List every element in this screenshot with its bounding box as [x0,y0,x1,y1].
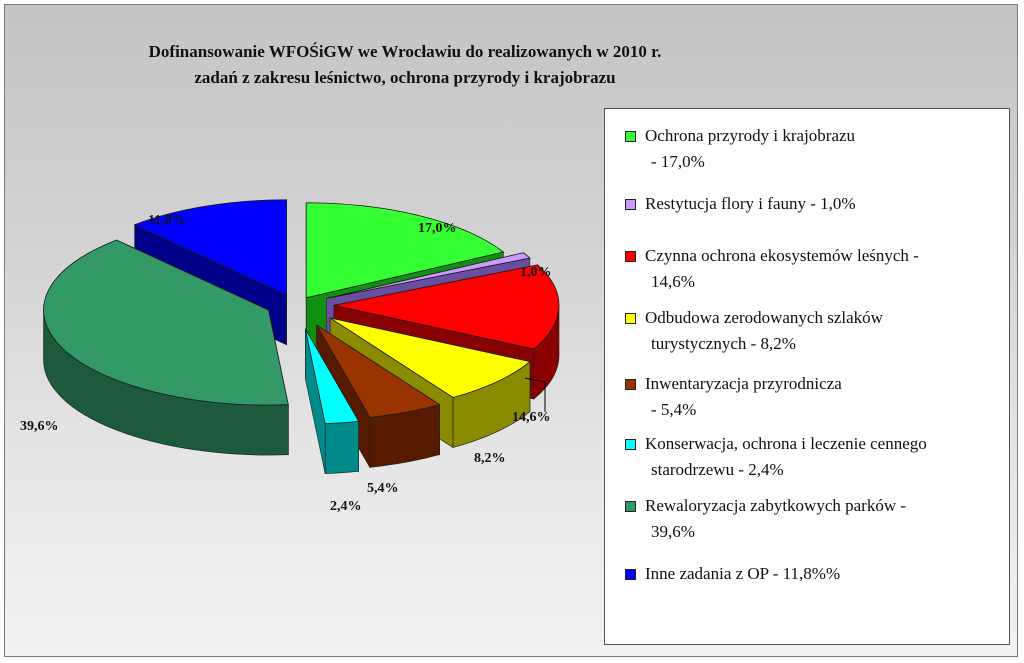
legend-label-line: starodrzewu - 2,4% [651,460,784,479]
pie-slice-rewaloryzacja-zabytkowych-parkow [43,239,289,406]
legend-label-line: Konserwacja, ochrona i leczenie cennego [645,434,927,453]
legend-label-line: turystycznych - 8,2% [651,334,796,353]
legend-label: Inne zadania z OP - 11,8%% [645,561,1001,587]
legend-swatch [625,313,636,324]
data-label: 1,0% [520,265,552,280]
legend-swatch [625,251,636,262]
legend-label-line: Ochrona przyrody i krajobrazu [645,126,856,145]
legend-label: Ochrona przyrody i krajobrazu - 17,0% [645,123,1001,175]
legend-label: Rewaloryzacja zabytkowych parków - 39,6% [645,493,1001,545]
pie-slice-odbudowa-zerodowanych-szlakow [329,317,531,398]
leader-line [524,377,546,412]
legend-swatch [625,379,636,390]
legend-swatch [625,501,636,512]
legend-label: Inwentaryzacja przyrodnicza - 5,4% [645,371,1001,423]
chart-title-line-2: zadań z zakresu leśnictwo, ochrona przyr… [194,68,616,87]
legend-label-line: Inwentaryzacja przyrodnicza [645,374,842,393]
legend-label: Konserwacja, ochrona i leczenie cennego s… [645,431,1001,483]
data-label: 8,2% [474,451,506,466]
data-label: 5,4% [367,481,399,496]
data-label: 2,4% [330,499,362,514]
pie-slice-konserwacja-ochrona-i-leczenie-cennego [305,328,360,425]
legend-swatch [625,131,636,142]
legend-label-line: Inne zadania z OP - 11,8%% [645,564,841,583]
legend-label-line: - 5,4% [651,400,697,419]
legend-label-line: 14,6% [651,272,695,291]
legend-label-line: Restytucja flory i fauny - 1,0% [645,194,856,213]
pie-slice-rim [324,421,359,474]
legend-swatch [625,439,636,450]
chart-title-line-1: Dofinansowanie WFOŚiGW we Wrocławiu do r… [148,42,662,61]
legend-label-line: - 17,0% [651,152,705,171]
pie-slice-czynna-ochrona-ekosystemow-lesnych [333,264,560,350]
data-label: 14,6% [512,410,551,425]
legend-swatch [625,569,636,580]
pie-slice-inwentaryzacja-przyrodnicza [316,324,441,418]
legend-label-line: 39,6% [651,522,695,541]
pie-slice-inne-zadania-z-op-11-8 [133,199,287,296]
legend-swatch [625,199,636,210]
chart-title: Dofinansowanie WFOŚiGW we Wrocławiu do r… [105,39,705,91]
data-label: 17,0% [418,221,457,236]
data-label: 11,8% [148,213,186,228]
pie-slice-restytucja-flory-i-fauny-1-0 [326,252,531,299]
pie-slice-ochrona-przyrody-i-krajobrazu [305,202,505,299]
legend-label: Czynna ochrona ekosystemów leśnych - 14,6… [645,243,1001,295]
legend-label: Restytucja flory i fauny - 1,0% [645,191,1001,217]
legend-label-line: Odbudowa zerodowanych szlaków [645,308,883,327]
legend-label-line: Czynna ochrona ekosystemów leśnych - [645,246,919,265]
data-label: 39,6% [20,419,59,434]
legend-label: Odbudowa zerodowanych szlaków turystyczny… [645,305,1001,357]
chart-legend: Ochrona przyrody i krajobrazu - 17,0% Rest… [604,108,1010,645]
legend-label-line: Rewaloryzacja zabytkowych parków - [645,496,907,515]
